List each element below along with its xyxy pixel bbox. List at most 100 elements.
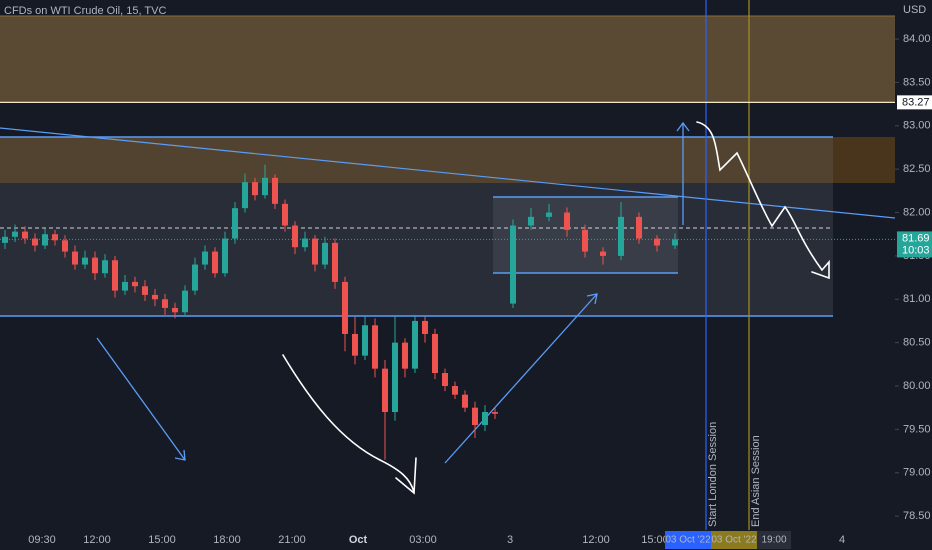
x-tick-label: 12:00 [83, 534, 111, 546]
time-highlight-label: 03 Oct '22 [665, 535, 711, 546]
x-tick-label: 21:00 [278, 534, 306, 546]
trendline [0, 127, 896, 219]
price-axis [895, 0, 932, 550]
candle-body [412, 320, 418, 369]
candle-body [92, 257, 98, 274]
candle-body [22, 231, 28, 239]
candle-body [272, 177, 278, 204]
candle-body [362, 325, 368, 356]
candle-body [82, 257, 88, 265]
supply-zone-2 [0, 137, 895, 183]
x-tick-label: 18:00 [213, 534, 241, 546]
supply-zone [0, 16, 895, 103]
y-tick-label: 82.00 [903, 206, 931, 218]
candle-body [332, 242, 338, 282]
x-axis: 09:30 12:00 15:00 18:00 21:00 Oct 03:00 3 12:00 1… [28, 534, 845, 546]
x-tick-label: 12:00 [582, 534, 610, 546]
candle-body [52, 234, 58, 241]
candle-body [122, 281, 128, 291]
candle-body [302, 238, 308, 248]
y-tick-label: 80.50 [903, 337, 931, 349]
candle-body [342, 281, 348, 334]
candle-body [152, 294, 158, 300]
level-label-bg [897, 95, 932, 110]
x-tick-label: 15:00 [148, 534, 176, 546]
candle-body [32, 238, 38, 246]
x-tick-label: 09:30 [28, 534, 56, 546]
level-label: 83.27 [902, 96, 930, 108]
candle-body [582, 229, 588, 252]
y-tick-label: 79.50 [903, 423, 931, 435]
y-tick-label: 83.50 [903, 76, 931, 88]
arrow-head [586, 293, 598, 305]
candle-body [312, 238, 318, 265]
y-tick-label: 84.00 [903, 33, 931, 45]
last-price-label: 81.69 [902, 232, 930, 244]
candle-body [510, 225, 516, 304]
x-tick-label: 3 [507, 534, 513, 546]
candle-body [232, 208, 238, 239]
candle-body [282, 203, 288, 226]
candle-body [222, 238, 228, 274]
chart-title: CFDs on WTI Crude Oil, 15, TVC [4, 5, 166, 17]
y-tick-label: 78.50 [903, 510, 931, 522]
x-tick-label: Oct [349, 534, 368, 546]
candle-body [452, 386, 458, 395]
candle-body [2, 236, 8, 243]
candle-body [546, 212, 552, 217]
candle-body [252, 182, 258, 196]
candle-body [182, 290, 188, 313]
candle-body [212, 251, 218, 274]
candle-body [472, 407, 478, 426]
candle-body [112, 260, 118, 291]
hand-drawings [282, 121, 830, 495]
time-highlight [757, 531, 791, 549]
candles [2, 164, 678, 460]
candle-body [172, 307, 178, 313]
x-tick-label: 03:00 [409, 534, 437, 546]
candle-body [528, 216, 534, 226]
arrow [444, 293, 598, 464]
y-tick-label: 81.00 [903, 293, 931, 305]
arrow-head [174, 449, 186, 461]
session-label: Start London Session [707, 422, 719, 527]
candle-body [402, 342, 408, 369]
candle-body [322, 242, 328, 265]
candle-body [392, 342, 398, 413]
time-highlight-label: 03 Oct '22 [711, 535, 757, 546]
sketch-down [282, 354, 417, 495]
candle-body [242, 182, 248, 209]
y-tick-label: 83.00 [903, 120, 931, 132]
candle-body [654, 238, 660, 246]
candle-body [442, 372, 448, 387]
x-tick-label: 15:00 [641, 534, 669, 546]
candle-body [672, 239, 678, 246]
candle-body [600, 251, 606, 256]
candle-body [636, 216, 642, 239]
candle-body [62, 240, 68, 252]
arrow [96, 337, 186, 461]
y-tick-label: 79.00 [903, 467, 931, 479]
time-axis [0, 530, 932, 550]
candle-body [12, 231, 18, 237]
range-zone [0, 137, 833, 316]
candle-body [564, 212, 570, 230]
candle-body [462, 394, 468, 408]
candle-body [432, 333, 438, 373]
y-tick-label: 82.50 [903, 163, 931, 175]
candle-body [492, 412, 498, 414]
currency: USD [903, 4, 926, 16]
time-highlight [711, 531, 757, 549]
candle-body [202, 251, 208, 265]
time-highlight [665, 531, 711, 549]
candle-body [142, 286, 148, 295]
countdown: 10:03 [902, 244, 930, 256]
candle-body [382, 368, 388, 413]
candle-body [372, 325, 378, 369]
arrows [96, 121, 690, 464]
candle-body [422, 320, 428, 334]
candle-body [132, 281, 138, 287]
candle-body [102, 260, 108, 274]
sketch-projection [696, 121, 830, 280]
